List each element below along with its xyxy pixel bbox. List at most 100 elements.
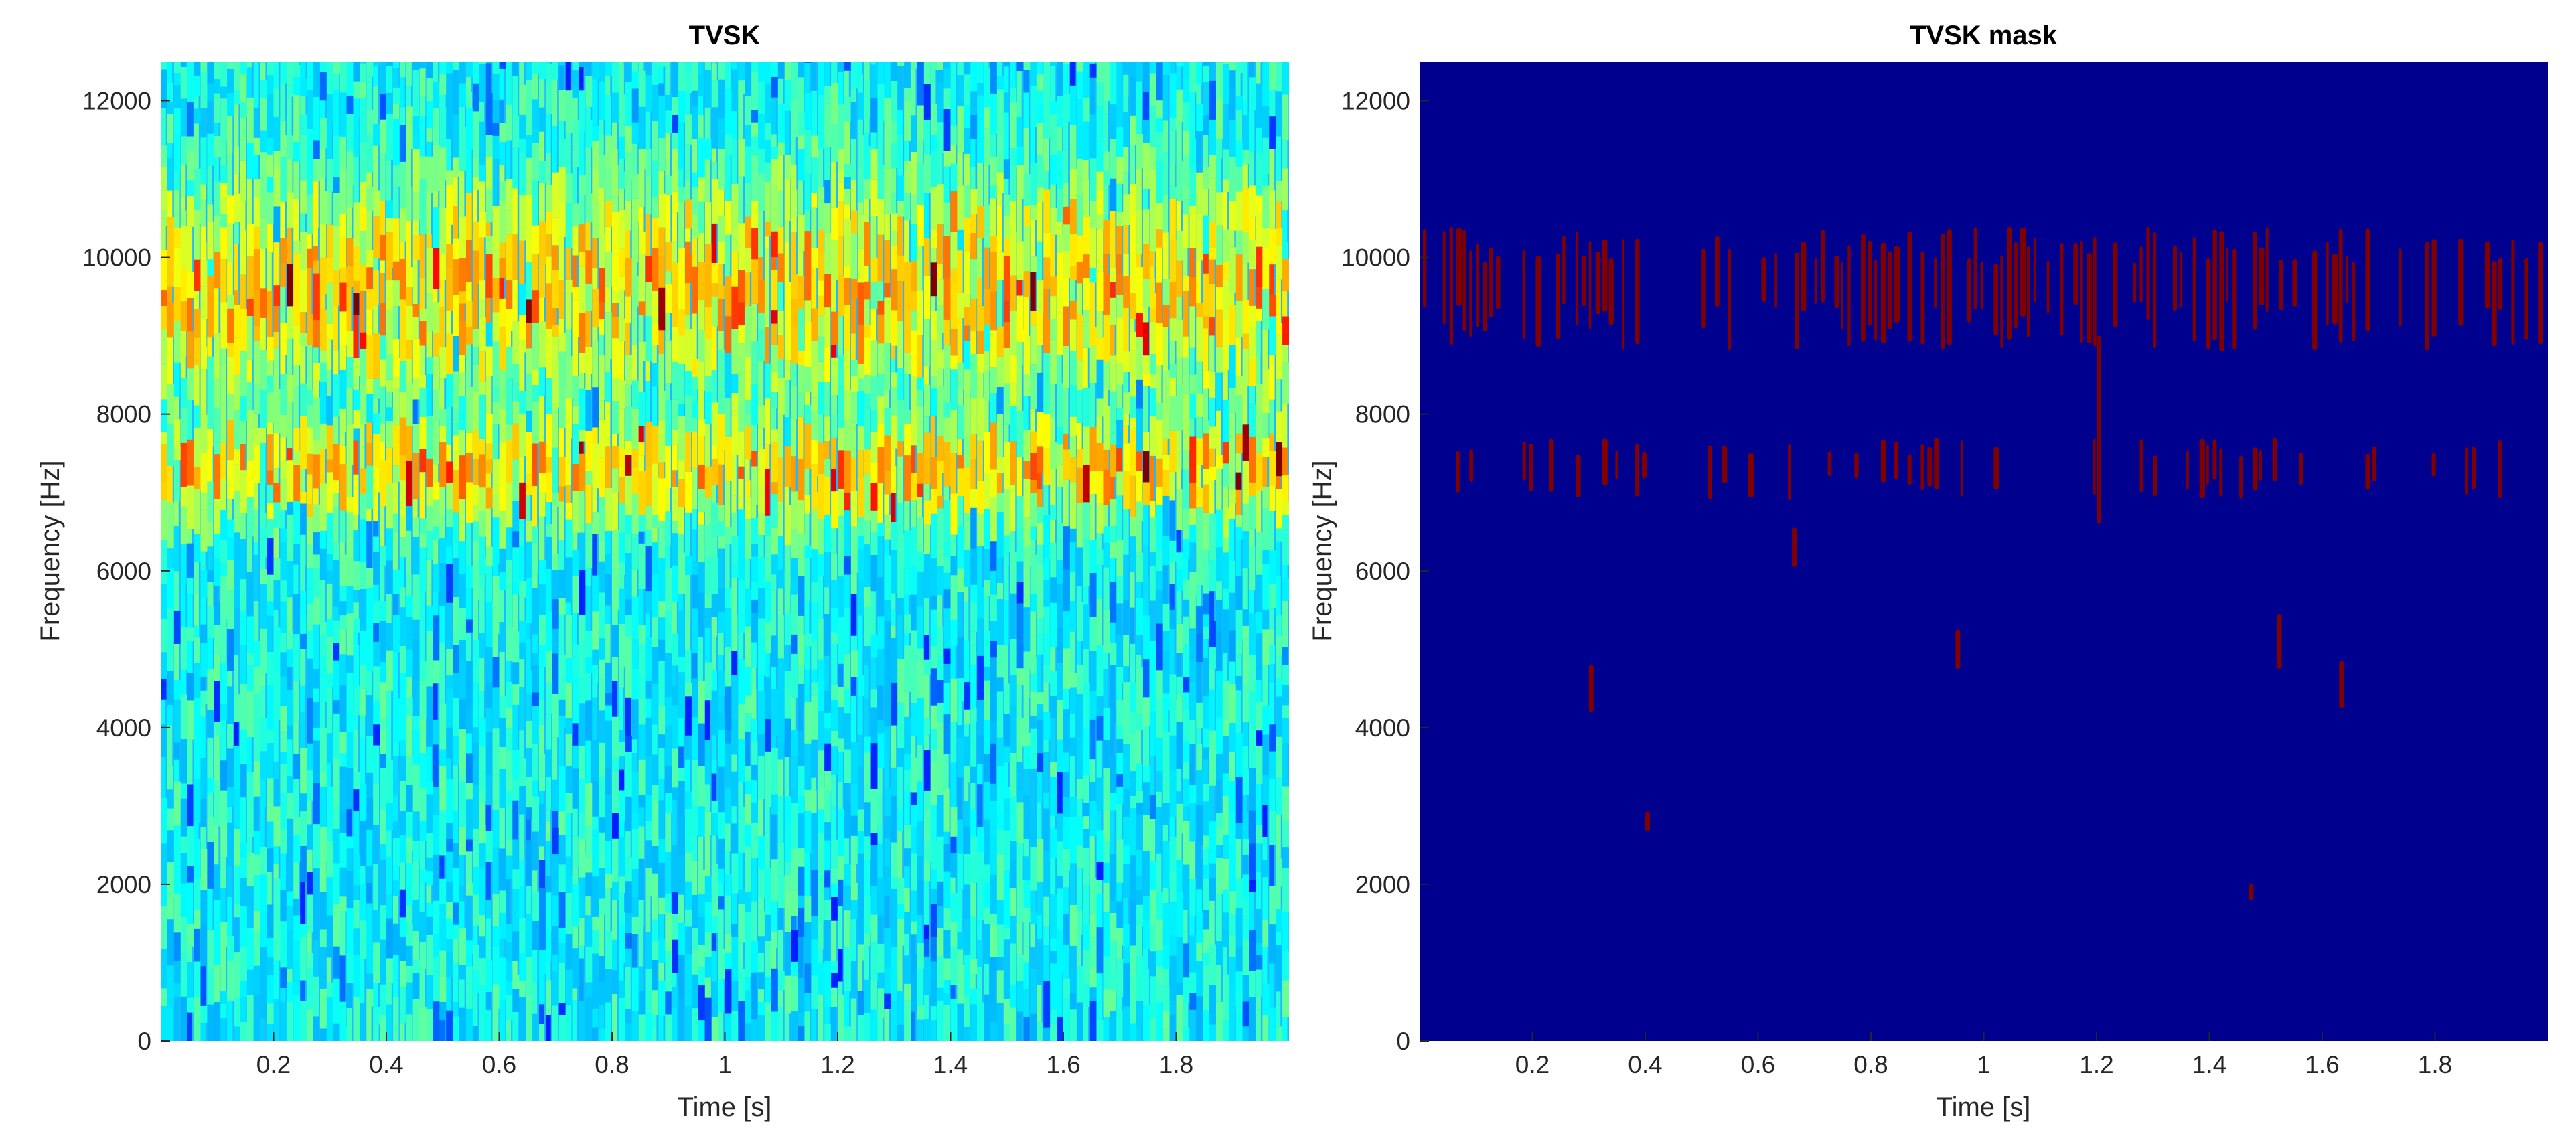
heatmap-cell <box>864 606 872 647</box>
heatmap-cell <box>532 290 541 323</box>
heatmap-cell <box>161 797 169 844</box>
heatmap-cell <box>877 374 885 397</box>
heatmap-cell <box>200 551 206 570</box>
heatmap-cell <box>552 854 559 896</box>
heatmap-cell <box>1110 756 1117 793</box>
heatmap-cell <box>857 615 863 651</box>
heatmap-cell <box>857 898 866 916</box>
heatmap-cell <box>911 376 918 414</box>
heatmap-cell <box>897 503 904 535</box>
heatmap-cell <box>738 343 745 357</box>
heatmap-cell <box>638 698 648 725</box>
heatmap-cell <box>319 362 329 383</box>
heatmap-cell <box>220 510 227 540</box>
heatmap-cell <box>725 895 731 934</box>
heatmap-cell <box>526 238 534 263</box>
heatmap-cell <box>579 1001 585 1041</box>
heatmap-cell <box>360 783 368 821</box>
heatmap-cell <box>850 102 856 139</box>
heatmap-cell <box>625 933 633 949</box>
heatmap-cell <box>545 234 552 257</box>
heatmap-cell <box>161 756 166 798</box>
heatmap-cell <box>970 958 979 975</box>
heatmap-cell <box>645 111 651 149</box>
heatmap-cell <box>465 783 473 800</box>
heatmap-cell <box>612 468 619 493</box>
heatmap-cell <box>499 590 504 623</box>
heatmap-cell <box>678 767 686 781</box>
heatmap-cell <box>194 663 202 698</box>
heatmap-cell <box>718 413 726 451</box>
heatmap-cell <box>380 442 385 461</box>
heatmap-cell <box>631 934 637 968</box>
heatmap-cell <box>267 574 275 602</box>
heatmap-cell <box>380 939 386 985</box>
heatmap-cell <box>300 748 307 794</box>
heatmap-cell <box>877 536 883 578</box>
heatmap-cell <box>433 390 441 421</box>
heatmap-cell <box>612 625 621 658</box>
heatmap-cell <box>532 587 540 635</box>
heatmap-cell <box>964 62 973 75</box>
heatmap-cell <box>844 864 852 886</box>
heatmap-cell <box>884 896 889 928</box>
heatmap-cell <box>579 66 584 91</box>
heatmap-cell <box>1023 607 1030 652</box>
heatmap-cell <box>260 977 269 1019</box>
heatmap-cell <box>465 839 473 852</box>
heatmap-cell <box>877 794 883 827</box>
heatmap-cell <box>672 705 678 749</box>
heatmap-cell <box>764 868 773 915</box>
heatmap-cell <box>811 157 819 193</box>
heatmap-cell <box>353 81 362 99</box>
heatmap-cell <box>1076 738 1085 779</box>
heatmap-cell <box>930 705 939 730</box>
heatmap-cell <box>373 124 380 146</box>
heatmap-cell <box>1076 71 1085 100</box>
heatmap-cell <box>599 679 607 711</box>
heatmap-cell <box>1116 786 1124 804</box>
heatmap-cell <box>811 476 818 492</box>
heatmap-cell <box>267 803 275 822</box>
heatmap-cell <box>957 250 963 293</box>
heatmap-cell <box>267 392 275 423</box>
heatmap-cell <box>307 405 314 428</box>
heatmap-cell <box>260 485 265 513</box>
heatmap-cell <box>870 789 879 819</box>
heatmap-cell <box>373 910 382 943</box>
heatmap-cell <box>1076 99 1083 127</box>
heatmap-cell <box>200 452 209 494</box>
heatmap-cell <box>1037 839 1045 882</box>
heatmap-cell <box>200 199 206 227</box>
heatmap-cell <box>287 192 295 228</box>
heatmap-cell <box>267 252 272 291</box>
heatmap-cell <box>200 346 208 370</box>
heatmap-cell <box>798 978 806 1013</box>
heatmap-cell <box>731 393 740 416</box>
heatmap-cell <box>777 226 784 254</box>
heatmap-cell <box>399 889 408 918</box>
heatmap-cell <box>599 82 607 120</box>
heatmap-cell <box>512 889 521 932</box>
heatmap-cell <box>1116 752 1124 775</box>
heatmap-cell <box>1089 836 1095 878</box>
heatmap-cell <box>711 617 717 637</box>
heatmap-cell <box>386 528 395 561</box>
heatmap-cell <box>565 683 572 718</box>
heatmap-cell <box>300 491 307 504</box>
heatmap-cell <box>751 201 760 228</box>
heatmap-cell <box>917 497 922 517</box>
heatmap-cell <box>897 66 903 110</box>
heatmap-cell <box>1089 801 1098 837</box>
heatmap-cell <box>1116 774 1124 787</box>
heatmap-cell <box>267 336 275 361</box>
heatmap-cell <box>392 357 400 377</box>
heatmap-cell <box>592 953 599 976</box>
heatmap-cell <box>459 965 466 980</box>
heatmap-cell <box>339 169 347 214</box>
heatmap-cell <box>465 77 472 92</box>
heatmap-cell <box>319 509 327 531</box>
heatmap-cell <box>857 450 864 477</box>
heatmap-cell <box>618 790 627 822</box>
heatmap-cell <box>485 647 494 683</box>
